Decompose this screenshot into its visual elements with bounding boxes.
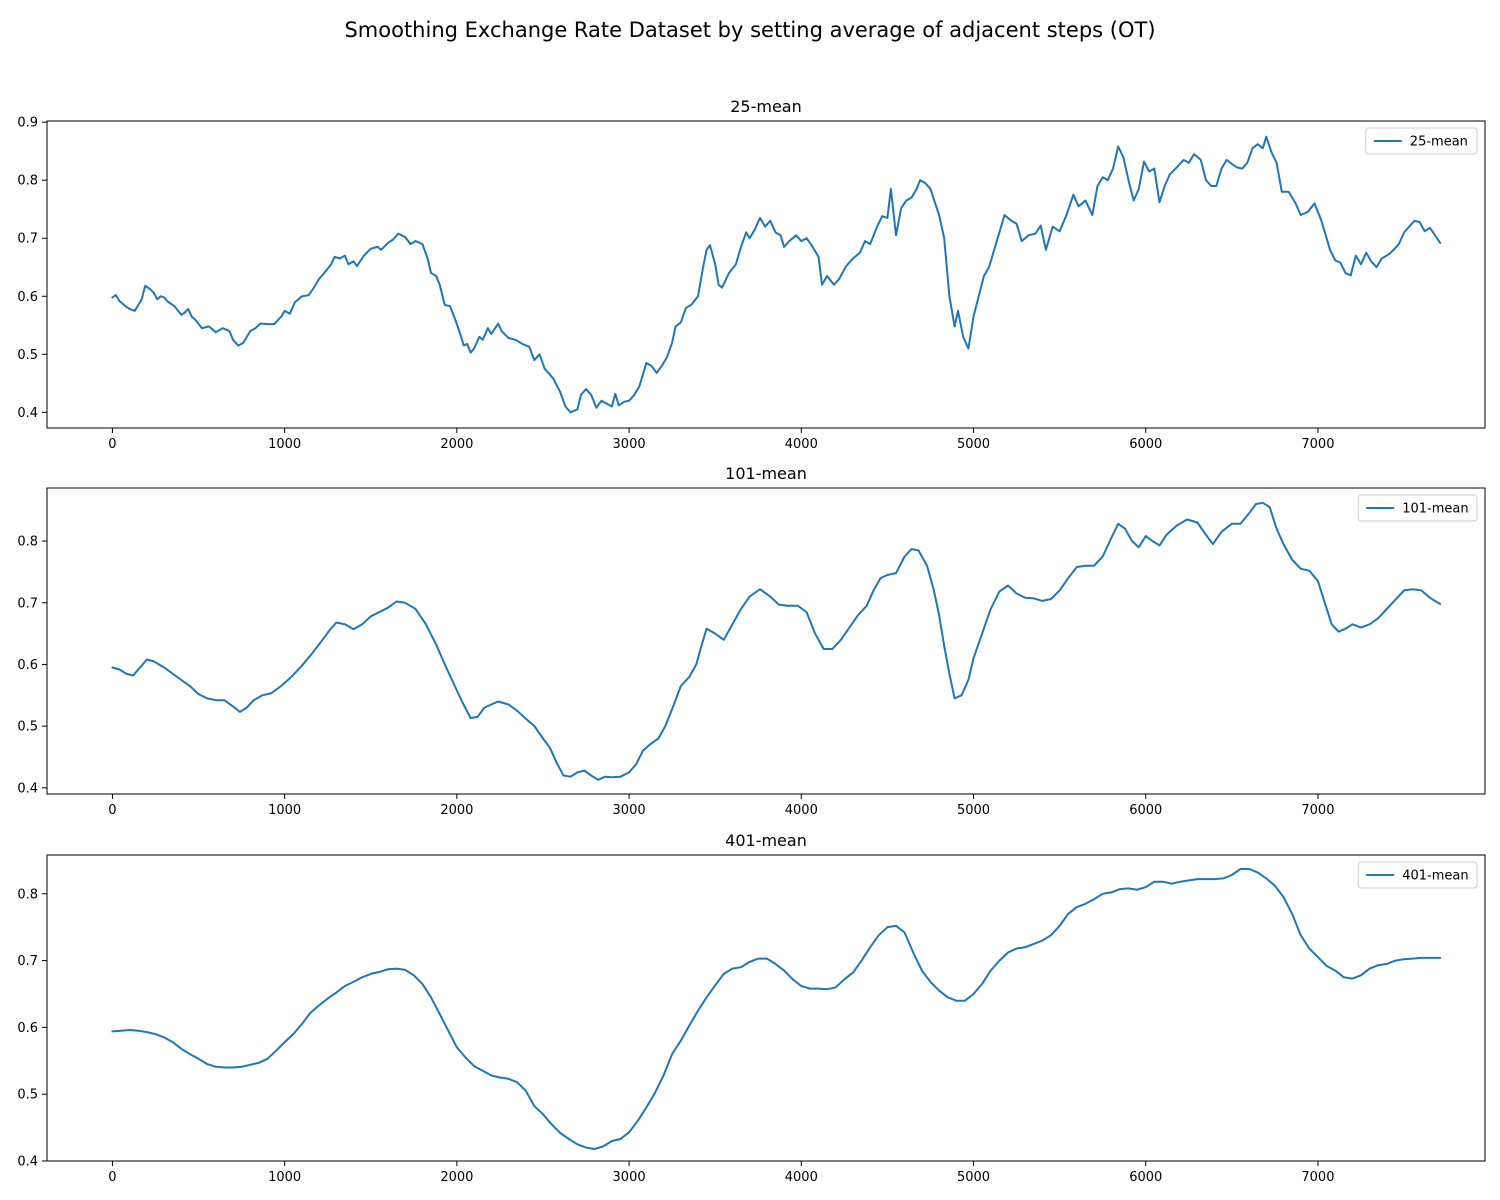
x-tick-label: 0 <box>108 1170 116 1185</box>
x-tick-label: 1000 <box>268 437 301 452</box>
axes-frame <box>46 487 1486 795</box>
legend-label: 401-mean <box>1402 869 1468 884</box>
x-tick-label: 6000 <box>1129 803 1162 818</box>
subplot-title: 101-mean <box>725 464 807 483</box>
subplot-2: 101-mean 0 1000 2000 3000 4000 5000 6000 7000 0.4… <box>17 464 1486 818</box>
x-tick-label: 7000 <box>1301 1170 1334 1185</box>
y-tick-label: 0.5 <box>17 1088 38 1103</box>
x-tick-label: 3000 <box>613 803 646 818</box>
legend: 101-mean <box>1357 494 1478 522</box>
x-tick-label: 7000 <box>1301 437 1334 452</box>
y-tick-label: 0.7 <box>17 232 38 247</box>
x-tick-label: 6000 <box>1129 1170 1162 1185</box>
legend-label: 101-mean <box>1402 502 1468 517</box>
y-tick-label: 0.5 <box>17 720 38 735</box>
y-tick-label: 0.8 <box>17 887 38 902</box>
x-tick-label: 4000 <box>785 803 818 818</box>
y-tick-label: 0.5 <box>17 348 38 363</box>
subplot-title: 401-mean <box>725 831 807 850</box>
axes-frame <box>46 120 1486 429</box>
y-tick-label: 0.6 <box>17 658 38 673</box>
y-tick-label: 0.7 <box>17 954 38 969</box>
x-tick-label: 4000 <box>785 437 818 452</box>
y-tick-label: 0.8 <box>17 535 38 550</box>
x-tick-label: 4000 <box>785 1170 818 1185</box>
subplot-1: 25-mean 0 1000 2000 3000 4000 5000 6000 7000 0.4 0… <box>17 97 1486 452</box>
subplot-title: 25-mean <box>730 97 802 116</box>
x-tick-label: 3000 <box>613 437 646 452</box>
figure-title: Smoothing Exchange Rate Dataset by setti… <box>344 18 1156 42</box>
axes-frame <box>46 854 1486 1162</box>
legend-box <box>1357 494 1478 522</box>
x-tick-label: 6000 <box>1129 437 1162 452</box>
y-tick-label: 0.8 <box>17 174 38 189</box>
series-line <box>111 501 1442 781</box>
x-tick-label: 0 <box>108 437 116 452</box>
x-tick-label: 0 <box>108 803 116 818</box>
legend: 401-mean <box>1357 861 1478 889</box>
subplot-3: 401-mean 0 1000 2000 3000 4000 5000 6000 7000 0.4… <box>17 831 1486 1185</box>
x-tick-label: 1000 <box>268 803 301 818</box>
x-tick-label: 2000 <box>440 437 473 452</box>
y-tick-label: 0.4 <box>17 781 38 796</box>
x-tick-label: 5000 <box>957 437 990 452</box>
x-tick-label: 1000 <box>268 1170 301 1185</box>
y-tick-label: 0.4 <box>17 1155 38 1170</box>
x-tick-label: 3000 <box>613 1170 646 1185</box>
legend-box <box>1365 127 1478 155</box>
series-line <box>111 135 1442 414</box>
y-tick-label: 0.4 <box>17 406 38 421</box>
legend-box <box>1357 861 1478 889</box>
series-line <box>111 868 1442 1150</box>
x-tick-label: 5000 <box>957 803 990 818</box>
x-tick-label: 2000 <box>440 803 473 818</box>
y-tick-label: 0.9 <box>17 116 38 131</box>
y-tick-label: 0.6 <box>17 1021 38 1036</box>
y-tick-label: 0.7 <box>17 596 38 611</box>
legend: 25-mean <box>1365 127 1478 155</box>
x-tick-label: 7000 <box>1301 803 1334 818</box>
x-tick-label: 2000 <box>440 1170 473 1185</box>
legend-label: 25-mean <box>1410 135 1468 150</box>
y-tick-label: 0.6 <box>17 290 38 305</box>
x-tick-label: 5000 <box>957 1170 990 1185</box>
